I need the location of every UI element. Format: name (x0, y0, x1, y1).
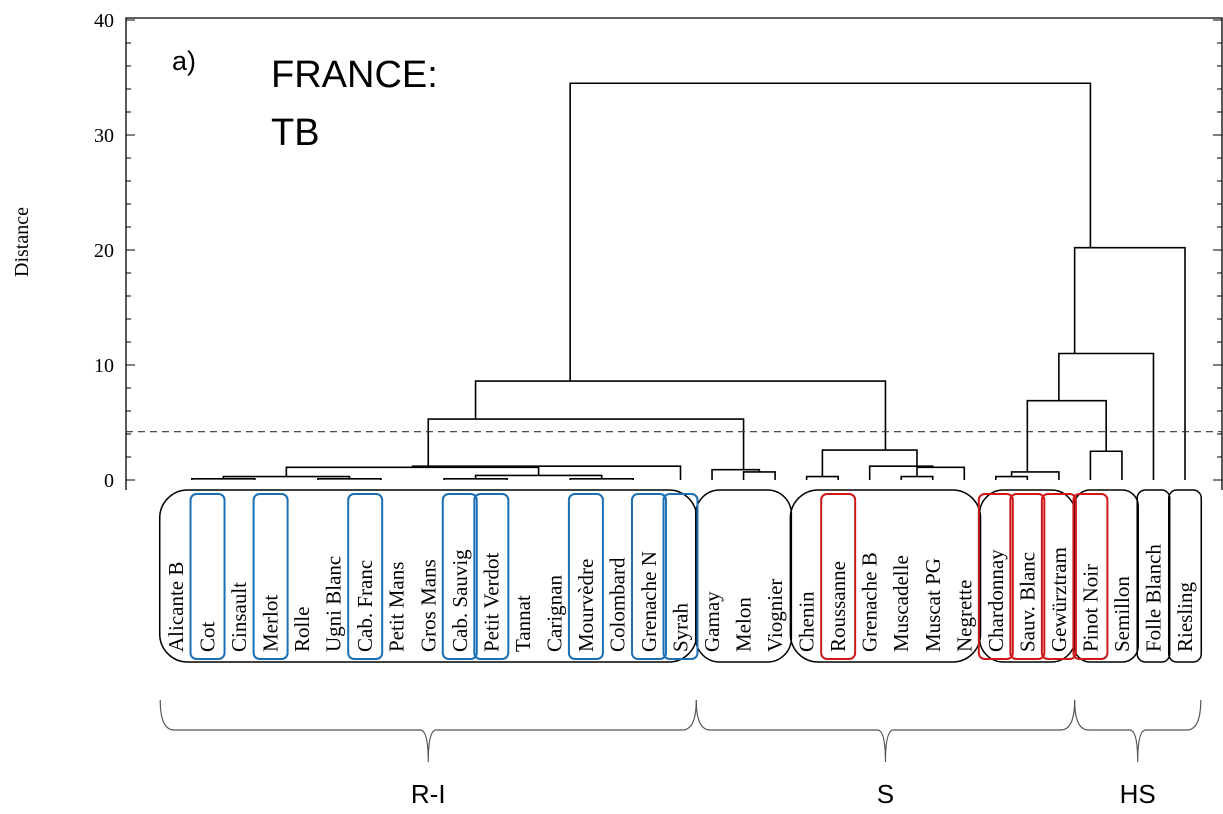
leaf-label-petit-verdot: Petit Verdot (479, 552, 503, 652)
leaf-label-folle-blanch: Folle Blanch (1141, 544, 1165, 652)
dendrogram-link (995, 475, 1029, 480)
dendrogram-link (1058, 352, 1155, 480)
leaf-label-chardonnay: Chardonnay (984, 549, 1008, 652)
leaf-label-tannat: Tannat (511, 595, 535, 652)
blue-highlight-box (630, 493, 667, 660)
leaf-label-cab-sauvig: Cab. Sauvig (448, 549, 472, 652)
plot-frame-border (125, 17, 1223, 490)
y-axis: 0 10 20 30 40 (94, 10, 1222, 492)
leaf-label-syrah: Syrah (669, 603, 693, 652)
highlight-boxes (189, 493, 1109, 660)
dendrogram-link (317, 478, 382, 480)
dendrogram-link (711, 468, 761, 480)
blue-highlight-box (567, 493, 604, 660)
blue-highlight-box (473, 493, 510, 660)
leaf-label-riesling: Riesling (1173, 581, 1197, 652)
blue-highlight-box (252, 493, 289, 660)
y-tick-label: 20 (94, 240, 114, 262)
group-label-r-i: R-I (411, 779, 446, 809)
y-tick-label: 10 (94, 355, 114, 377)
dendrogram-link (190, 478, 256, 480)
dendrogram-link (1010, 471, 1060, 480)
red-highlight-box (1009, 493, 1046, 660)
leaf-label-semillon: Semillon (1110, 576, 1134, 652)
chart-title-line-1: FRANCE: (271, 54, 438, 96)
leaf-label-rolle: Rolle (290, 607, 314, 653)
dendrogram-link (1089, 450, 1123, 480)
group-brace (1074, 699, 1202, 763)
dendrogram-link (900, 475, 934, 480)
dendrogram-link (868, 465, 934, 480)
blue-highlight-box (189, 493, 226, 660)
leaf-label-ugni-blanc: Ugni Blanc (322, 556, 346, 652)
leaf-label-cot: Cot (196, 621, 220, 652)
leaf-label-petit-mans: Petit Mans (385, 562, 409, 652)
dendrogram-link (805, 475, 839, 480)
dendrogram-link (411, 465, 682, 480)
red-highlight-box (1040, 493, 1077, 660)
leaf-label-gewurztram: Gewürztram (1047, 547, 1071, 652)
y-axis-label: Distance (11, 207, 33, 277)
leaf-labels: Alicante B Cot Cinsault Merlot Rolle Ugni Bla… (164, 544, 1197, 652)
leaf-label-negrette: Negrette (952, 580, 976, 652)
leaf-label-grenache-b: Grenache B (858, 552, 882, 652)
group-braces: R-I S HS (159, 699, 1202, 809)
leaf-label-cab-franc: Cab. Franc (353, 560, 377, 652)
leaf-label-colombard: Colombard (605, 557, 629, 652)
dendrogram-link (443, 478, 508, 480)
leaf-label-cinsault: Cinsault (227, 582, 251, 652)
chart-title-line-2: TB (271, 112, 320, 154)
blue-highlight-box (347, 493, 384, 660)
dendrogram-link (1026, 399, 1107, 472)
dendrogram-link (916, 466, 966, 480)
dendrogram-link (821, 449, 918, 477)
leaf-label-mourvedre: Mourvèdre (574, 559, 598, 652)
cluster-box (1167, 489, 1203, 663)
blue-highlight-box (662, 493, 699, 660)
dendrogram-link (569, 82, 1092, 382)
y-tick-label: 30 (94, 125, 114, 147)
dendrogram-branches (190, 82, 1186, 480)
leaf-label-muscat-pg: Muscat PG (921, 558, 945, 652)
leaf-label-chenin: Chenin (795, 591, 819, 652)
leaf-label-viognier: Viognier (763, 579, 787, 652)
group-label-hs: HS (1120, 779, 1156, 809)
leaf-label-gamay: Gamay (700, 591, 724, 652)
y-tick-label: 40 (94, 10, 114, 32)
dendrogram-link (427, 418, 745, 470)
dendrogram-link (742, 471, 776, 480)
red-highlight-box (977, 493, 1014, 660)
leaf-label-muscadelle: Muscadelle (889, 555, 913, 652)
leaf-label-sauv-blanc: Sauv. Blanc (1015, 552, 1039, 652)
leaf-label-merlot: Merlot (259, 595, 283, 652)
plot-frame (125, 17, 1223, 490)
group-brace (159, 699, 697, 763)
leaf-label-pinot-noir: Pinot Noir (1078, 564, 1102, 652)
blue-highlight-box (441, 493, 478, 660)
cluster-box (695, 489, 793, 663)
leaf-label-melon: Melon (732, 597, 756, 652)
group-brace (695, 699, 1076, 763)
dendrogram-link (569, 478, 635, 480)
group-label-s: S (877, 779, 894, 809)
panel-tag: a) (172, 46, 196, 76)
red-highlight-box (1072, 493, 1109, 660)
dendrogram-link (1073, 246, 1186, 480)
leaf-label-alicante-b: Alicante B (164, 562, 188, 652)
cluster-box (789, 489, 982, 663)
leaf-label-roussanne: Roussanne (826, 561, 850, 652)
leaf-label-carignan: Carignan (542, 575, 566, 652)
leaf-label-grenache-n: Grenache N (637, 551, 661, 652)
red-highlight-box (820, 493, 857, 660)
dendrogram-link (474, 380, 887, 451)
y-tick-label: 0 (104, 470, 114, 492)
leaf-label-gros-mans: Gros Mans (416, 559, 440, 652)
cluster-box (1136, 489, 1171, 663)
